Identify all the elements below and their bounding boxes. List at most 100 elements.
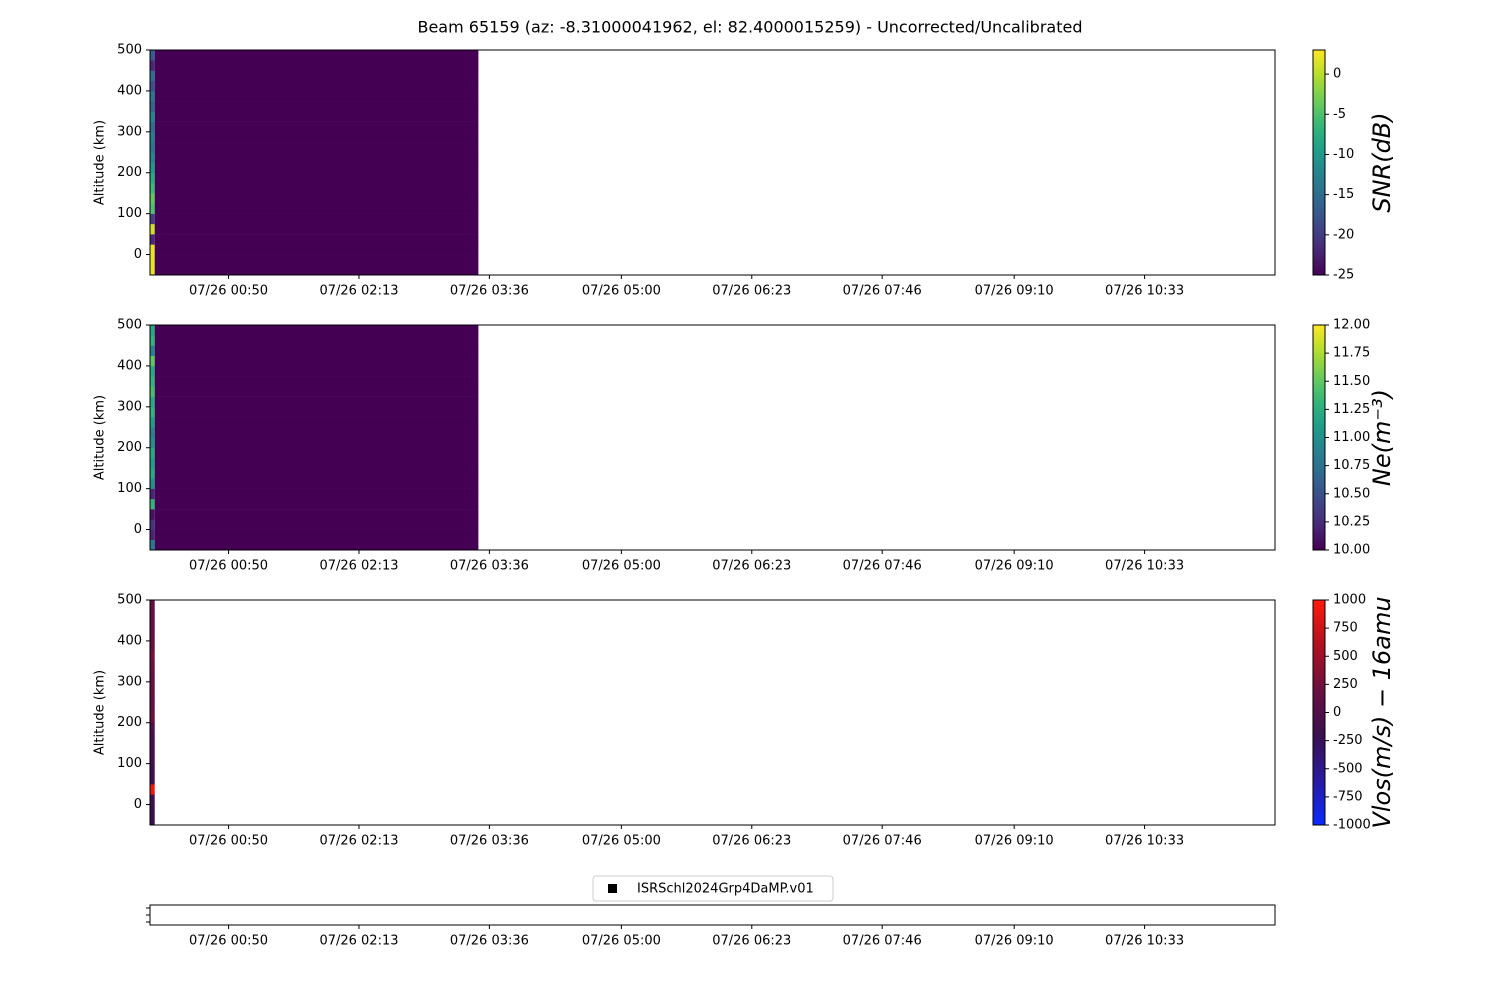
heatmap-cell <box>150 529 155 541</box>
heatmap-cell <box>150 692 155 703</box>
colorbar-tick-label: -500 <box>1333 761 1363 776</box>
colorbar-tick-label: -10 <box>1333 147 1354 162</box>
x-tick-label: 07/26 02:13 <box>319 834 398 849</box>
legend-marker <box>608 884 617 893</box>
heatmap-cell <box>154 355 479 367</box>
heatmap-cell <box>150 447 155 459</box>
y-tick-label: 0 <box>134 247 142 262</box>
colorbar-tick-label: -5 <box>1333 107 1346 122</box>
heatmap-cell <box>150 80 155 92</box>
heatmap-cell <box>150 620 155 631</box>
colorbar-tick-label: -25 <box>1333 268 1354 283</box>
heatmap-cell <box>154 121 479 133</box>
heatmap-cell <box>150 600 155 611</box>
heatmap-cell <box>150 488 155 500</box>
heatmap-cell <box>154 162 479 174</box>
colorbar-tick-label: 11.75 <box>1333 346 1370 361</box>
heatmap-cell <box>150 203 155 214</box>
colorbar-tick-label: 11.50 <box>1333 374 1370 389</box>
heatmap-cell <box>150 325 155 336</box>
heatmap-cell <box>154 427 479 438</box>
colorbar-label: Ne(m⁻³) <box>1368 389 1396 486</box>
heatmap-cell <box>150 396 155 408</box>
heatmap-cell <box>154 60 479 71</box>
heatmap-cell <box>150 732 155 744</box>
heatmap-cell <box>150 702 155 713</box>
y-axis-label: Altitude (km) <box>93 120 108 205</box>
y-tick-label: 500 <box>117 43 142 58</box>
colorbar-tick-label: 750 <box>1333 621 1358 636</box>
y-tick-label: 400 <box>117 358 142 373</box>
heatmap-cell <box>154 396 479 408</box>
y-tick-label: 500 <box>117 318 142 333</box>
heatmap-cell <box>154 447 479 459</box>
x-tick-label: 07/26 07:46 <box>843 559 922 574</box>
heatmap-cell <box>150 671 155 683</box>
heatmap-cell <box>154 488 479 500</box>
x-tick-label: 07/26 09:10 <box>975 934 1054 949</box>
colorbar-tick-label: 11.25 <box>1333 402 1370 417</box>
colorbar-label: Vlos(m/s) − 16amu <box>1368 596 1396 828</box>
heatmap-cell <box>150 182 155 194</box>
heatmap-cell <box>150 712 155 724</box>
x-tick-label: 07/26 00:50 <box>189 834 268 849</box>
heatmap-cell <box>154 519 479 530</box>
heatmap-cell <box>150 376 155 387</box>
heatmap-cell <box>150 427 155 438</box>
heatmap-cell <box>150 794 155 805</box>
x-tick-label: 07/26 06:23 <box>712 834 791 849</box>
heatmap-cell <box>154 345 479 356</box>
heatmap-cell <box>154 152 479 163</box>
heatmap-cell <box>150 610 155 621</box>
heatmap-cell <box>154 50 479 61</box>
colorbar-tick-label: -15 <box>1333 187 1354 202</box>
plot-frame <box>149 599 1276 826</box>
heatmap-cell <box>150 722 155 734</box>
y-axis-label: Altitude (km) <box>93 670 108 755</box>
colorbar <box>1312 324 1326 551</box>
y-axis-label: Altitude (km) <box>93 395 108 480</box>
x-tick-label: 07/26 10:33 <box>1105 834 1184 849</box>
x-tick-label: 07/26 00:50 <box>189 559 268 574</box>
heatmap-cell <box>154 437 479 449</box>
x-tick-label: 07/26 00:50 <box>189 934 268 949</box>
heatmap-cell <box>154 213 479 225</box>
heatmap-cell <box>150 152 155 163</box>
legend-label: ISRSchl2024Grp4DaMP.v01 <box>637 882 814 897</box>
heatmap-cell <box>150 111 155 122</box>
y-tick-label: 400 <box>117 83 142 98</box>
colorbar <box>1312 49 1326 276</box>
x-tick-label: 07/26 02:13 <box>319 284 398 299</box>
heatmap-cell <box>154 131 479 143</box>
heatmap-cell <box>150 213 155 225</box>
heatmap-cell <box>150 651 155 662</box>
figure-title: Beam 65159 (az: -8.31000041962, el: 82.4… <box>417 18 1082 37</box>
plot-frame <box>149 904 1276 926</box>
heatmap-cell <box>150 234 155 245</box>
colorbar-tick-label: 250 <box>1333 677 1358 692</box>
heatmap-cell <box>150 509 155 520</box>
heatmap-cell <box>150 630 155 642</box>
heatmap-cell <box>150 90 155 102</box>
x-tick-label: 07/26 10:33 <box>1105 559 1184 574</box>
heatmap-cell <box>154 406 479 418</box>
heatmap-cell <box>150 386 155 397</box>
x-tick-label: 07/26 05:00 <box>582 284 661 299</box>
heatmap-cell <box>154 80 479 92</box>
heatmap-cell <box>154 457 479 469</box>
heatmap-cell <box>154 468 479 479</box>
heatmap-cell <box>154 509 479 520</box>
x-tick-label: 07/26 03:36 <box>450 934 529 949</box>
y-tick-label: 100 <box>117 756 142 771</box>
colorbar-tick-label: 500 <box>1333 649 1358 664</box>
heatmap-cell <box>154 478 479 489</box>
heatmap-cell <box>150 60 155 71</box>
y-tick-label: 100 <box>117 206 142 221</box>
x-tick-label: 07/26 05:00 <box>582 559 661 574</box>
heatmap-cell <box>150 264 155 276</box>
colorbar-tick-label: 1000 <box>1333 593 1366 608</box>
heatmap-cell <box>150 478 155 489</box>
x-tick-label: 07/26 06:23 <box>712 934 791 949</box>
colorbar-tick-label: -750 <box>1333 789 1363 804</box>
x-tick-label: 07/26 06:23 <box>712 284 791 299</box>
